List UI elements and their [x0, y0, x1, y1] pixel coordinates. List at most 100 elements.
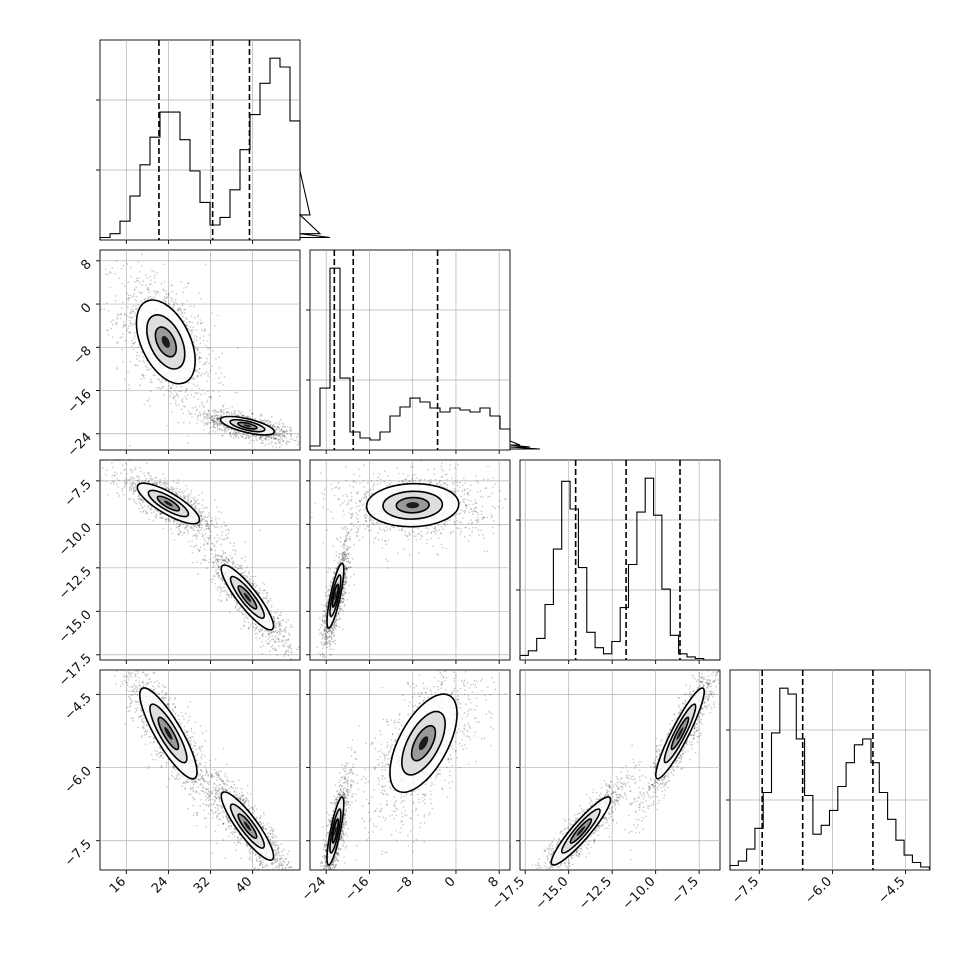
sample-point: [208, 347, 211, 349]
sample-point: [220, 423, 222, 425]
sample-point: [197, 375, 199, 377]
sample-point: [191, 527, 193, 529]
sample-point: [287, 619, 289, 621]
sample-point: [470, 484, 472, 487]
sample-point: [191, 407, 194, 409]
sample-point: [151, 270, 153, 272]
sample-point: [210, 531, 212, 533]
sample-point: [281, 619, 283, 622]
sample-point: [281, 438, 284, 440]
sample-point: [241, 572, 243, 575]
sample-point: [221, 560, 223, 562]
sample-point: [389, 529, 392, 531]
sample-point: [226, 537, 228, 539]
sample-point: [288, 632, 290, 635]
sample-point: [142, 511, 145, 513]
sample-point: [207, 375, 209, 377]
sample-point: [219, 409, 221, 411]
sample-point: [146, 511, 148, 514]
sample-point: [261, 629, 263, 631]
sample-point: [278, 633, 280, 636]
sample-point: [170, 488, 172, 491]
sample-point: [275, 434, 277, 436]
sample-point: [132, 305, 134, 307]
sample-point: [145, 501, 148, 503]
sample-point: [337, 498, 339, 500]
sample-point: [106, 469, 108, 471]
sample-point: [210, 549, 212, 552]
sample-point: [223, 553, 225, 555]
sample-point: [134, 489, 137, 491]
sample-point: [175, 492, 177, 494]
sample-point: [224, 426, 227, 428]
sample-point: [187, 435, 190, 437]
sample-point: [196, 339, 198, 341]
sample-point: [160, 513, 162, 515]
sample-point: [211, 312, 213, 314]
sample-point: [451, 490, 453, 493]
sample-point: [227, 528, 229, 530]
sample-point: [233, 437, 235, 439]
sample-point: [106, 494, 109, 496]
sample-point: [151, 297, 154, 299]
sample-point: [212, 420, 215, 422]
sample-point: [241, 435, 243, 438]
sample-point: [198, 526, 201, 529]
sample-point: [137, 364, 139, 367]
sample-point: [433, 473, 435, 475]
sample-point: [267, 600, 270, 602]
sample-point: [286, 430, 288, 432]
sample-point: [126, 315, 128, 317]
sample-point: [202, 535, 204, 537]
sample-point: [261, 641, 263, 643]
sample-point: [444, 473, 446, 476]
sample-point: [275, 434, 277, 436]
sample-point: [277, 433, 279, 435]
sample-point: [138, 355, 140, 357]
sample-point: [268, 642, 270, 645]
sample-point: [268, 435, 271, 437]
sample-point: [186, 529, 189, 531]
sample-point: [129, 323, 131, 325]
sample-point: [481, 505, 484, 508]
sample-point: [154, 291, 156, 293]
sample-point: [123, 479, 126, 481]
sample-point: [199, 420, 202, 422]
sample-point: [231, 406, 233, 408]
sample-point: [177, 482, 180, 484]
sample-point: [134, 468, 137, 470]
sample-point: [487, 495, 489, 498]
sample-point: [164, 302, 167, 304]
sample-point: [278, 423, 280, 425]
sample-point: [221, 429, 223, 431]
sample-point: [242, 433, 245, 435]
sample-point: [210, 416, 212, 418]
sample-point: [247, 628, 250, 630]
sample-point: [200, 298, 202, 300]
sample-point: [135, 355, 138, 357]
sample-point: [171, 487, 174, 489]
sample-point: [183, 308, 185, 311]
sample-point: [249, 624, 252, 627]
sample-point: [147, 481, 150, 483]
sample-point: [117, 314, 119, 316]
sample-point: [275, 422, 277, 424]
sample-point: [286, 433, 289, 435]
sample-point: [150, 512, 153, 514]
sample-point: [156, 291, 158, 293]
sample-point: [127, 294, 130, 296]
sample-point: [147, 472, 149, 474]
sample-point: [270, 606, 273, 608]
sample-point: [274, 649, 276, 651]
sample-point: [234, 548, 236, 551]
sample-point: [244, 620, 246, 623]
sample-point: [241, 436, 243, 438]
sample-point: [134, 288, 136, 291]
sample-point: [440, 533, 442, 535]
sample-point: [214, 421, 216, 424]
sample-point: [215, 562, 218, 565]
sample-point: [348, 485, 351, 487]
sample-point: [367, 526, 369, 528]
sample-point: [142, 360, 144, 362]
sample-point: [437, 524, 440, 526]
